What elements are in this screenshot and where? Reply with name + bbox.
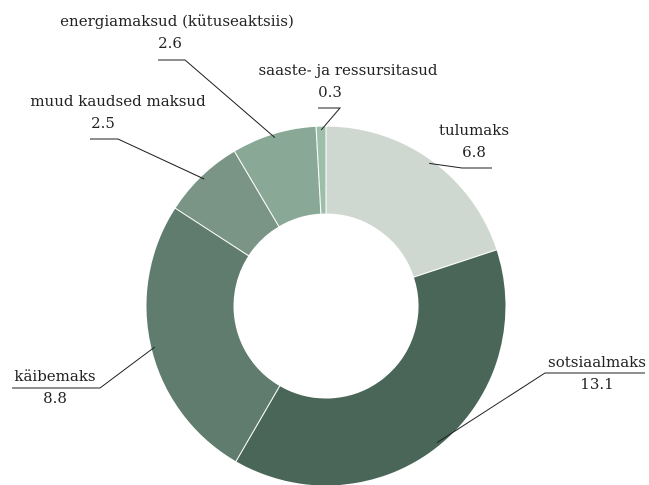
value-label: 2.6 (158, 34, 182, 52)
leader-line (318, 107, 342, 131)
slice-label: muud kaudsed maksud (30, 92, 206, 110)
slice-label: saaste- ja ressursitasud (258, 61, 437, 79)
leader-line (429, 162, 492, 169)
leader-line (158, 59, 276, 138)
slice-label: energiamaksud (kütuseaktsiis) (60, 12, 294, 30)
leader-line (90, 138, 205, 180)
value-label: 6.8 (462, 143, 486, 161)
donut-slice (145, 207, 281, 463)
slice-label: sotsiaalmaks (548, 353, 646, 371)
value-label: 0.3 (318, 83, 342, 101)
value-label: 2.5 (91, 114, 115, 132)
donut-slice (235, 249, 507, 485)
slice-label: käibemaks (14, 367, 95, 385)
donut-slice (325, 125, 498, 278)
leader-line (436, 372, 645, 444)
slice-label: tulumaks (439, 121, 509, 139)
value-label: 8.8 (43, 389, 67, 407)
value-label: 13.1 (580, 375, 613, 393)
donut-slice (315, 125, 327, 215)
leader-line (12, 346, 156, 389)
